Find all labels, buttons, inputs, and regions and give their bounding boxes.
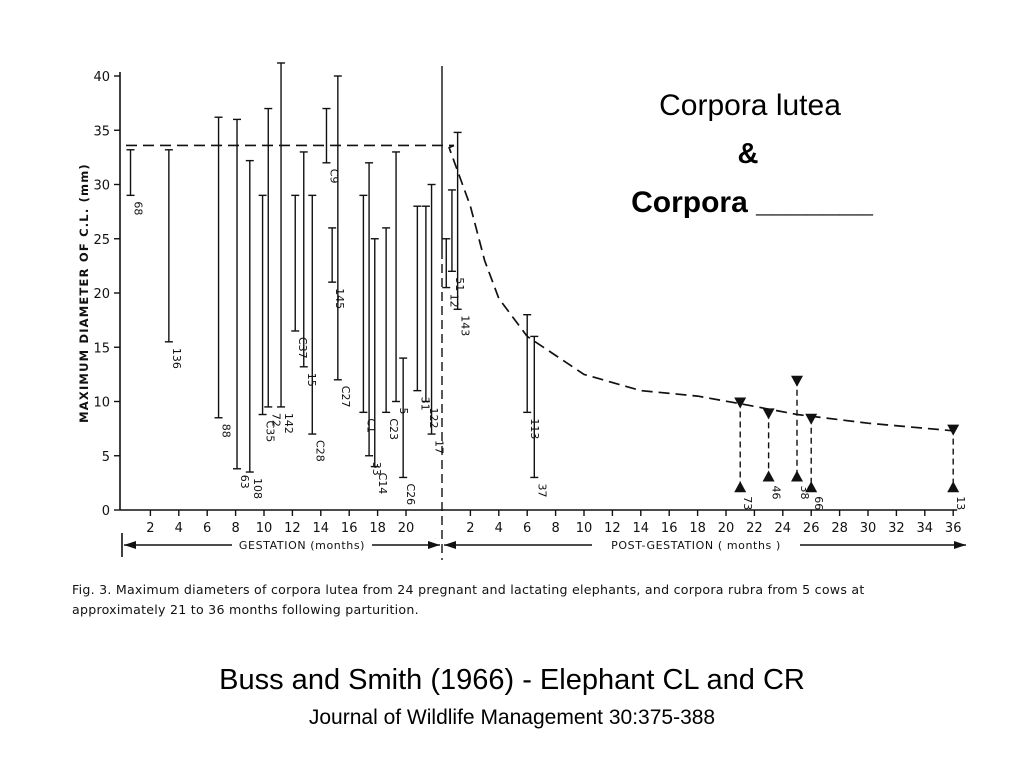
x-tick-label-post: 12: [604, 521, 621, 536]
y-tick-label: 40: [93, 70, 110, 85]
cl-label-143: 143: [459, 315, 472, 336]
cl-label-68: 68: [132, 201, 145, 215]
arrowhead: [428, 541, 440, 549]
cr-min-triangle: [791, 470, 803, 482]
cl-label-136: 136: [170, 348, 183, 369]
cl-label-108: 108: [251, 478, 264, 499]
x-tick-label-post: 18: [689, 521, 706, 536]
cl-label-37: 37: [535, 483, 548, 497]
caption-line-1: Fig. 3. Maximum diameters of corpora lut…: [72, 582, 865, 597]
x-tick-label-post: 14: [633, 521, 650, 536]
y-axis-title: MAXIMUM DIAMETER OF C.L. (mm): [77, 163, 91, 423]
x-tick-label-gestation: 2: [146, 521, 154, 536]
chart-axes: 0 5 10 15 20 25 30 35 40 MAXIMUM DIAMETER OF C.L.…: [77, 66, 966, 560]
overlay-title-line3: Corpora _______: [631, 186, 873, 219]
cl-label-C35: C35: [264, 421, 277, 443]
y-tick-label: 20: [93, 287, 110, 302]
x-tick-label-gestation: 4: [175, 521, 183, 536]
y-tick-label: 30: [93, 179, 110, 194]
cr-label-66: 66: [812, 496, 825, 510]
cr-min-triangle: [734, 481, 747, 493]
x-tick-label-post: 36: [945, 521, 962, 536]
y-tick-label: 0: [102, 504, 110, 519]
x-tick-label-post: 26: [803, 521, 820, 536]
arrowhead: [444, 541, 456, 549]
cl-label-31: 31: [418, 397, 431, 411]
cr-label-13: 13: [954, 496, 967, 510]
cl-label-C23: C23: [387, 418, 400, 440]
cr-max-triangle: [762, 408, 775, 420]
x-tick-label-gestation: 14: [313, 521, 330, 536]
cl-label-122: 122: [427, 408, 440, 429]
cl-label-C26: C26: [404, 483, 417, 505]
x-tick-label-post: 6: [523, 521, 531, 536]
cl-label-63: 63: [238, 475, 251, 489]
x-tick-label-gestation: 20: [398, 521, 415, 536]
cl-label-145: 145: [333, 288, 346, 309]
caption-line-2: approximately 21 to 36 months following …: [72, 602, 419, 617]
post-gestation-label: POST-GESTATION ( months ): [611, 539, 781, 552]
x-tick-label-gestation: 8: [231, 521, 239, 536]
x-tick-label-post: 4: [495, 521, 503, 536]
citation-title: Buss and Smith (1966) - Elephant CL and …: [219, 664, 805, 696]
x-tick-label-post: 30: [860, 521, 877, 536]
cr-max-triangle: [791, 375, 803, 387]
cr-max-triangle: [947, 424, 960, 436]
overlay-title-block: Corpora lutea & Corpora _______: [631, 89, 873, 219]
x-tick-label-gestation: 6: [203, 521, 211, 536]
arrowhead: [954, 541, 966, 549]
cl-label-33: 33: [370, 462, 383, 476]
cl-label-C28: C28: [313, 440, 326, 462]
cl-label-51: 51: [453, 277, 466, 291]
x-tick-label-post: 20: [718, 521, 735, 536]
x-tick-label-gestation: 16: [341, 521, 358, 536]
overlay-title-line1: Corpora lutea: [659, 89, 841, 122]
x-tick-label-post: 8: [551, 521, 559, 536]
cl-label-17: 17: [433, 440, 446, 454]
y-tick-label: 5: [102, 450, 110, 465]
cl-label-15: 15: [305, 373, 318, 387]
x-tick-label-post: 22: [746, 521, 763, 536]
y-tick-label: 35: [93, 124, 110, 139]
x-tick-label-gestation: 10: [256, 521, 273, 536]
y-tick-label: 10: [93, 396, 110, 411]
cr-min-triangle: [947, 481, 960, 493]
cr-min-triangle: [805, 481, 818, 493]
cl-label-142: 142: [282, 413, 295, 434]
x-tick-label-post: 24: [775, 521, 792, 536]
cr-max-triangle: [734, 397, 747, 409]
citation-journal: Journal of Wildlife Management 30:375-38…: [308, 706, 716, 729]
x-tick-label-gestation: 12: [284, 521, 301, 536]
cr-max-triangle: [805, 413, 818, 425]
cl-label-C37: C37: [296, 337, 309, 359]
x-tick-label-post: 10: [576, 521, 593, 536]
overlay-title-line2: &: [738, 138, 759, 170]
cl-label-88: 88: [220, 424, 233, 438]
x-tick-label-post: 28: [831, 521, 848, 536]
x-tick-label-post: 2: [466, 521, 474, 536]
x-tick-label-gestation: 18: [369, 521, 386, 536]
figure-caption: Fig. 3. Maximum diameters of corpora lut…: [72, 580, 987, 620]
cr-label-73: 73: [741, 496, 754, 510]
arrowhead: [124, 541, 136, 549]
y-tick-label: 25: [93, 233, 110, 248]
cr-label-46: 46: [770, 485, 783, 499]
cl-label-C14: C14: [376, 473, 389, 495]
y-tick-label: 15: [93, 341, 110, 356]
cl-label-72: 72: [269, 413, 282, 427]
cr-min-triangle: [762, 470, 775, 482]
x-tick-label-post: 32: [888, 521, 905, 536]
chart: 0 5 10 15 20 25 30 35 40 MAXIMUM DIAMETER OF C.L.…: [77, 62, 967, 560]
gestation-label: GESTATION (months): [239, 539, 365, 552]
x-tick-label-post: 16: [661, 521, 678, 536]
cl-label-C27: C27: [339, 386, 352, 408]
x-tick-label-post: 34: [917, 521, 934, 536]
